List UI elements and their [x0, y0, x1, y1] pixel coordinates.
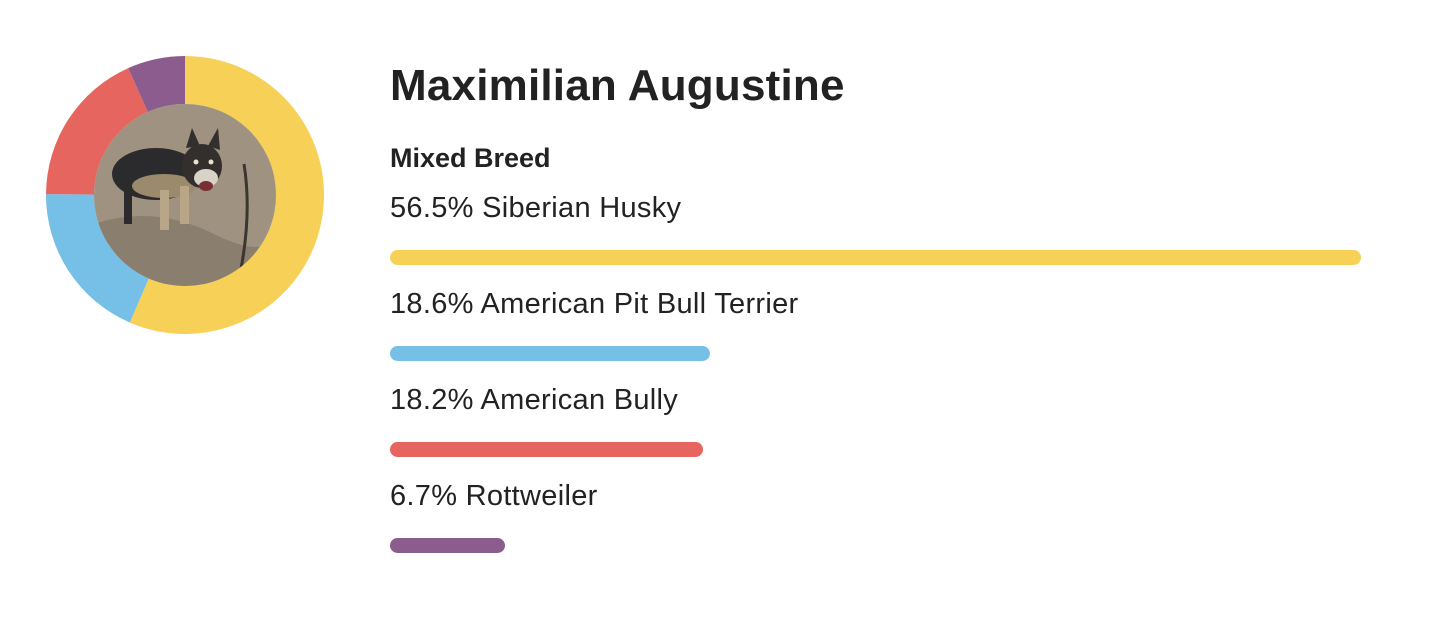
- donut-slice-siberian-husky: [129, 56, 324, 334]
- breed-type-label: Mixed Breed: [390, 143, 551, 173]
- breed-bar: [390, 346, 710, 361]
- breed-bar: [390, 538, 506, 553]
- breed-label: 6.7% Rottweiler: [390, 480, 598, 512]
- breed-info: Maximilian Augustine Mixed Breed 56.5% S…: [390, 58, 1390, 572]
- dog-name: Maximilian Augustine: [390, 61, 845, 110]
- breed-row: 56.5% Siberian Husky: [390, 188, 1390, 284]
- breed-row: 18.2% American Bully: [390, 380, 1390, 476]
- donut-slice-american-bully: [46, 68, 149, 195]
- donut-slice-rottweiler: [128, 56, 185, 114]
- dog-photo: [94, 104, 276, 286]
- breed-bar: [390, 442, 703, 457]
- breed-bar: [390, 250, 1361, 265]
- dog-photo-icon: [94, 104, 276, 286]
- breed-label: 18.6% American Pit Bull Terrier: [390, 288, 799, 320]
- donut-slice-american-pit-bull-terrier: [46, 194, 150, 323]
- breed-row: 6.7% Rottweiler: [390, 476, 1390, 572]
- breed-list: 56.5% Siberian Husky 18.6% American Pit …: [390, 188, 1390, 572]
- breed-donut-chart: [46, 56, 324, 334]
- breed-label: 56.5% Siberian Husky: [390, 192, 682, 224]
- breed-row: 18.6% American Pit Bull Terrier: [390, 284, 1390, 380]
- breed-label: 18.2% American Bully: [390, 384, 679, 416]
